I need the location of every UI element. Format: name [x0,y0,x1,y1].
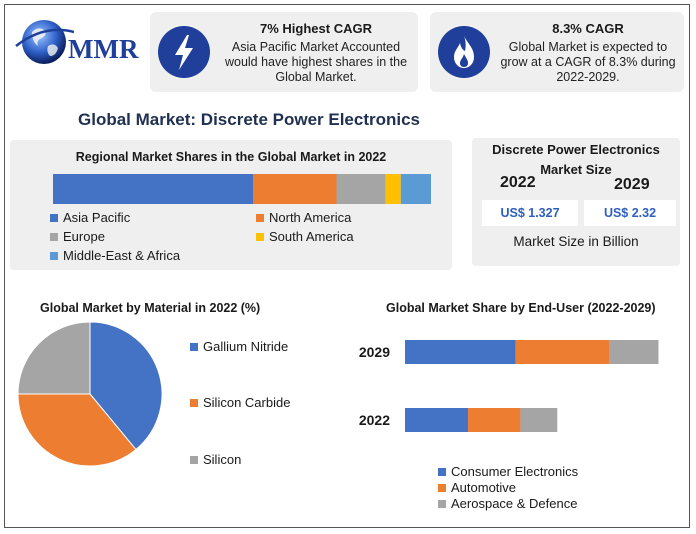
legend-swatch [50,251,58,260]
logo-text: MMR [68,34,139,64]
category-label: 2022 [359,412,390,428]
year-2022-label: 2022 [500,174,536,191]
bar-segment [609,340,659,364]
legend-swatch [50,213,58,222]
card-title: 8.3% CAGR [552,21,624,36]
legend-swatch [256,232,264,241]
bar-segment [515,340,610,364]
regional-bar-chart [53,174,431,204]
legend-item: North America [256,210,351,225]
bar-segment [53,174,254,204]
legend-item: Aerospace & Defence [438,496,577,511]
bar-segment [336,174,386,204]
market-size-title: Discrete Power Electronics Market Size [492,142,660,177]
pie-slice [17,393,137,467]
legend-swatch [50,232,58,241]
lightning-bolt-icon [158,26,210,78]
legend-swatch [190,398,198,407]
pie-slice [89,321,163,451]
cagr-highest-card: 7% Highest CAGR Asia Pacific Market Acco… [150,12,418,92]
pie-slice [17,321,91,395]
enduser-chart-title: Global Market Share by End-User (2022-20… [386,301,656,315]
value-2029: US$ 2.32 [584,200,676,226]
chart-title: Regional Market Shares in the Global Mar… [75,150,387,164]
card-title: 7% Highest CAGR [260,21,372,36]
card-body: Global Market is expected to grow at a C… [500,40,676,84]
material-pie-chart [17,321,163,467]
legend-item: Asia Pacific [50,210,130,225]
legend-item: Gallium Nitride [190,339,288,354]
card-body: Asia Pacific Market Accounted would have… [224,40,408,84]
legend-swatch [190,455,198,464]
legend-item: Consumer Electronics [438,464,578,479]
legend-item: Silicon [190,452,241,467]
bar-segment [468,408,521,432]
enduser-bar-chart: 2029 2022 [359,340,659,432]
legend-item: Automotive [438,480,516,495]
legend-item: Silicon Carbide [190,395,290,410]
infographic-frame [4,4,690,528]
bar-segment [405,340,516,364]
page-title: Global Market: Discrete Power Electronic… [78,110,421,129]
pie-chart-title: Global Market by Material in 2022 (%) [40,301,261,315]
year-2029-label: 2029 [614,176,650,193]
unit-label: Market Size in Billion [513,234,639,249]
cagr-card: 8.3% CAGR Global Market is expected to g… [430,12,684,92]
legend-swatch [190,342,198,351]
regional-chart-panel: Regional Market Shares in the Global Mar… [10,140,452,270]
legend-item: Middle-East & Africa [50,248,180,263]
bar-segment [520,408,558,432]
logo: MMR [14,14,144,74]
globe-icon [15,20,74,64]
bar-segment [253,174,337,204]
legend-swatch [438,499,446,508]
legend-swatch [438,483,446,492]
category-label: 2029 [359,344,390,360]
bar-segment [385,174,401,204]
legend-swatch [438,467,446,476]
bar-segment [400,174,431,204]
market-size-panel: Discrete Power Electronics Market Size 2… [472,138,680,266]
legend-item: South America [256,229,354,244]
flame-icon [438,26,490,78]
bar-segment [405,408,469,432]
legend-item: Europe [50,229,105,244]
legend-swatch [256,213,264,222]
value-2022: US$ 1.327 [482,200,578,226]
